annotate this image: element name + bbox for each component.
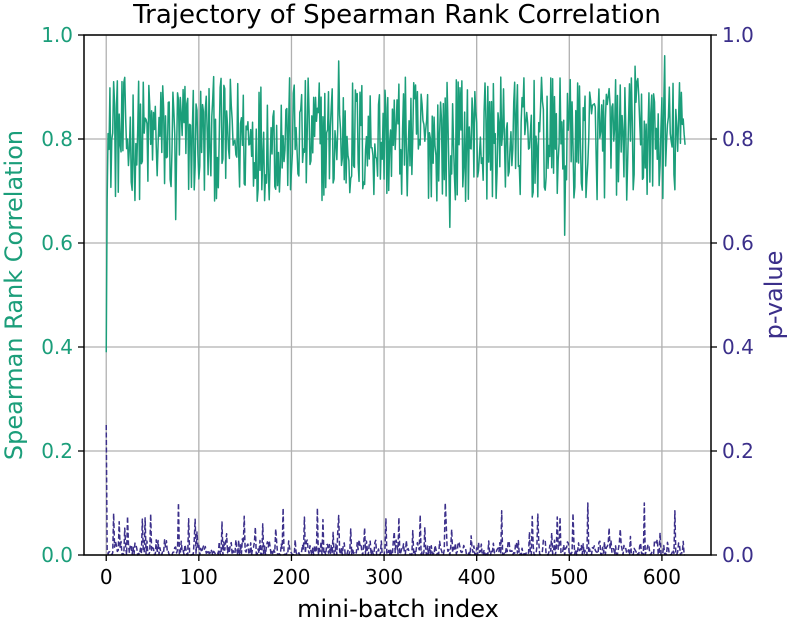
x-tick-label: 100 (180, 565, 218, 589)
y-right-tick-label: 0.6 (722, 231, 754, 255)
plot-border (83, 34, 712, 556)
x-axis-ticks: 0 100 200 300 400 500 600 (100, 555, 681, 589)
y-left-tick-label: 0.0 (41, 543, 73, 567)
y-right-tick-label: 0.0 (722, 543, 754, 567)
y-left-axis-ticks: 0.0 0.2 0.4 0.6 0.8 1.0 (41, 23, 84, 567)
y-right-axis-ticks: 0.0 0.2 0.4 0.6 0.8 1.0 (711, 23, 754, 567)
correlation-line (105, 55, 686, 353)
y-right-tick-label: 0.2 (722, 439, 754, 463)
x-tick-label: 400 (458, 565, 496, 589)
y-left-tick-label: 1.0 (41, 23, 73, 47)
correlation-series-group (105, 55, 686, 353)
x-axis-label: mini-batch index (297, 595, 499, 623)
y-left-tick-label: 0.6 (41, 231, 73, 255)
y-right-tick-label: 0.8 (722, 127, 754, 151)
y-right-tick-label: 0.4 (722, 335, 754, 359)
y-left-tick-label: 0.4 (41, 335, 73, 359)
x-tick-label: 200 (272, 565, 310, 589)
pvalue-series-group (105, 424, 686, 556)
x-tick-label: 600 (643, 565, 681, 589)
x-tick-label: 300 (365, 565, 403, 589)
x-tick-label: 500 (550, 565, 588, 589)
y-left-tick-label: 0.8 (41, 127, 73, 151)
x-tick-label: 0 (100, 565, 113, 589)
chart-title: Trajectory of Spearman Rank Correlation (132, 0, 661, 30)
y-left-axis-label: Spearman Rank Correlation (0, 130, 28, 460)
pvalue-line (105, 424, 686, 556)
y-right-tick-label: 1.0 (722, 23, 754, 47)
y-right-axis-label: p-value (760, 251, 788, 340)
plot-frame (83, 34, 712, 556)
y-left-tick-label: 0.2 (41, 439, 73, 463)
